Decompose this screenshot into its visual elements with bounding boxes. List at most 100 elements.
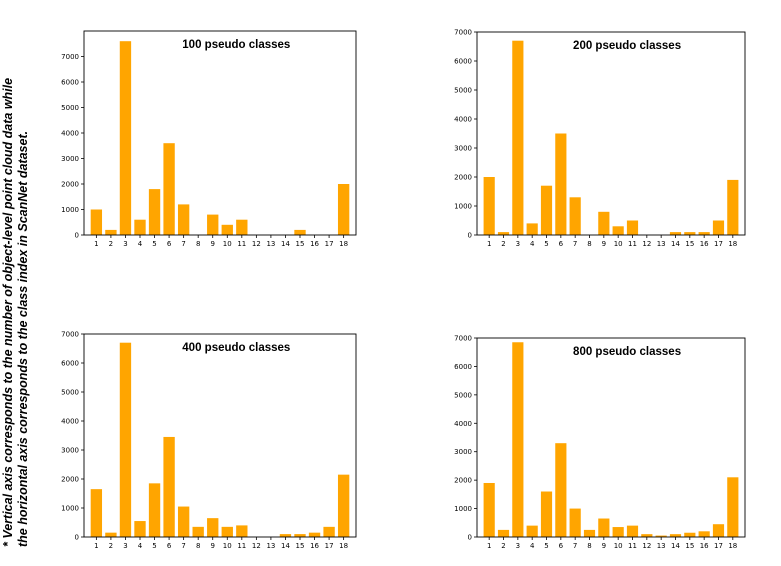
x-tick-label: 5 [544, 542, 548, 550]
bar-7 [177, 506, 190, 537]
bar-16 [698, 232, 710, 235]
bar-6 [555, 133, 567, 235]
bars [483, 40, 739, 236]
x-tick-label: 16 [700, 542, 709, 550]
bar-16 [698, 531, 710, 537]
x-tick-label: 13 [266, 542, 275, 550]
bar-15 [684, 532, 696, 537]
bar-3 [512, 40, 524, 236]
bar-18 [727, 179, 739, 235]
bar-17 [712, 524, 725, 537]
x-tick-label: 2 [109, 542, 113, 550]
bars [483, 342, 739, 537]
bar-14 [279, 534, 292, 537]
axes-frame [476, 337, 746, 538]
x-tick-label: 8 [196, 542, 200, 550]
x-tick-label: 10 [223, 542, 232, 550]
bar-11 [236, 525, 248, 537]
y-tick-label: 4000 [454, 420, 472, 428]
y-tick-label: 0 [468, 232, 472, 240]
y-tick-label: 5000 [61, 389, 79, 397]
x-tick-label: 6 [167, 240, 172, 248]
bar-9 [598, 211, 610, 235]
y-tick-label: 6000 [61, 360, 79, 368]
x-tick-label: 7 [181, 542, 185, 550]
chart-title: 400 pseudo classes [182, 342, 290, 354]
x-tick-label: 4 [530, 542, 535, 550]
bar-17 [323, 526, 335, 537]
x-tick-label: 16 [310, 240, 319, 248]
x-tick-label: 2 [501, 240, 505, 248]
y-tick-label: 4000 [61, 418, 79, 426]
x-tick-label: 10 [223, 240, 232, 248]
bars [90, 41, 350, 236]
bar-16 [308, 532, 321, 537]
x-tick-label: 13 [266, 240, 275, 248]
bar-1 [90, 489, 103, 537]
y-tick-label: 3000 [454, 448, 472, 456]
x-tick-label: 11 [237, 240, 246, 248]
y-tick-label: 7000 [61, 331, 79, 339]
chart-title: 800 pseudo classes [573, 346, 681, 358]
x-tick-label: 1 [94, 240, 98, 248]
y-tick-label: 3000 [61, 155, 79, 163]
x-tick-label: 15 [296, 240, 305, 248]
x-tick-label: 2 [501, 542, 505, 550]
y-tick-label: 6000 [454, 58, 472, 66]
bar-7 [177, 204, 190, 235]
x-tick-label: 9 [210, 542, 214, 550]
y-tick-label: 2000 [454, 477, 472, 485]
x-tick-label: 4 [138, 542, 143, 550]
bar-15 [684, 232, 696, 235]
y-tick-label: 5000 [454, 87, 472, 95]
bar-4 [134, 521, 146, 537]
bar-14 [669, 232, 682, 235]
x-tick-label: 18 [728, 542, 737, 550]
bar-10 [221, 526, 233, 537]
bar-5 [540, 185, 553, 235]
x-tick-label: 12 [642, 240, 651, 248]
bar-6 [163, 143, 175, 235]
x-tick-label: 3 [123, 542, 127, 550]
bar-4 [526, 525, 538, 537]
x-tick-label: 13 [657, 240, 666, 248]
x-tick-label: 5 [152, 542, 156, 550]
x-tick-label: 8 [196, 240, 200, 248]
bar-1 [483, 482, 495, 537]
bar-3 [119, 41, 132, 236]
x-tick-label: 15 [685, 542, 694, 550]
y-tick-label: 6000 [61, 79, 79, 87]
x-tick-label: 5 [152, 240, 156, 248]
bar-10 [221, 224, 233, 235]
bar-1 [90, 209, 103, 235]
x-tick-label: 11 [237, 542, 246, 550]
y-tick-label: 4000 [454, 116, 472, 124]
x-tick-label: 12 [252, 542, 261, 550]
y-tick-label: 2000 [61, 476, 79, 484]
y-tick-label: 3000 [61, 447, 79, 455]
bar-18 [337, 184, 350, 235]
x-tick-label: 17 [325, 542, 334, 550]
y-tick-label: 1000 [61, 206, 79, 214]
bar-1 [483, 177, 495, 235]
y-tick-label: 4000 [61, 130, 79, 138]
x-tick-label: 13 [657, 542, 666, 550]
bar-2 [105, 229, 117, 235]
x-tick-label: 12 [252, 240, 261, 248]
x-tick-label: 16 [310, 542, 319, 550]
x-tick-label: 11 [628, 542, 637, 550]
x-tick-label: 4 [530, 240, 535, 248]
bar-10 [612, 226, 624, 235]
bar-15 [294, 534, 306, 537]
x-tick-label: 1 [94, 542, 98, 550]
chart-title: 100 pseudo classes [182, 39, 290, 51]
y-tick-label: 0 [75, 232, 79, 240]
bar-9 [207, 518, 219, 537]
bar-9 [207, 214, 219, 235]
x-tick-label: 18 [339, 240, 348, 248]
x-tick-label: 18 [728, 240, 737, 248]
x-tick-label: 10 [614, 240, 623, 248]
x-tick-label: 17 [714, 240, 723, 248]
x-tick-label: 10 [614, 542, 623, 550]
